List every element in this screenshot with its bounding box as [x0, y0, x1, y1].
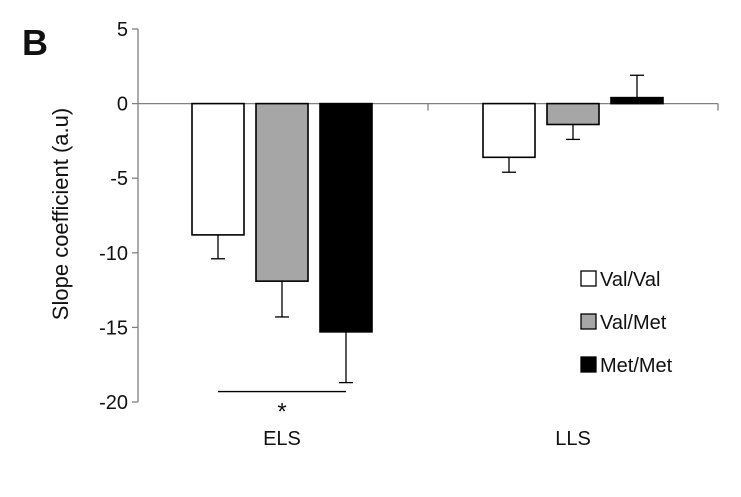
- y-tick-label: 0: [117, 94, 128, 116]
- y-tick-label: -20: [99, 392, 128, 414]
- legend-swatch-met-met: [580, 356, 597, 373]
- y-tick-label: 5: [117, 19, 128, 41]
- bar-val-val-els: [191, 102, 245, 236]
- y-tick-label: -10: [99, 243, 128, 265]
- y-tick-label: -5: [110, 168, 128, 190]
- bar-met-met-els: [319, 102, 373, 333]
- legend-swatch-val-met: [580, 313, 597, 330]
- x-tick-label: ELS: [263, 428, 301, 450]
- panel-label: B: [22, 22, 48, 63]
- bar-val-met-els: [255, 102, 309, 282]
- bar-val-met-lls: [546, 102, 600, 126]
- legend-label-met-met: Met/Met: [600, 355, 673, 377]
- bar-met-met-lls: [610, 96, 664, 105]
- legend-swatch-val-val: [580, 270, 597, 287]
- significance-star: *: [277, 399, 286, 426]
- legend-label-val-met: Val/Met: [600, 312, 667, 334]
- y-tick-label: -15: [99, 317, 128, 339]
- legend-label-val-val: Val/Val: [600, 269, 660, 291]
- x-tick-label: LLS: [555, 428, 591, 450]
- y-axis-label: Slope coefficient (a.u): [48, 108, 73, 320]
- bar-val-val-lls: [482, 102, 536, 159]
